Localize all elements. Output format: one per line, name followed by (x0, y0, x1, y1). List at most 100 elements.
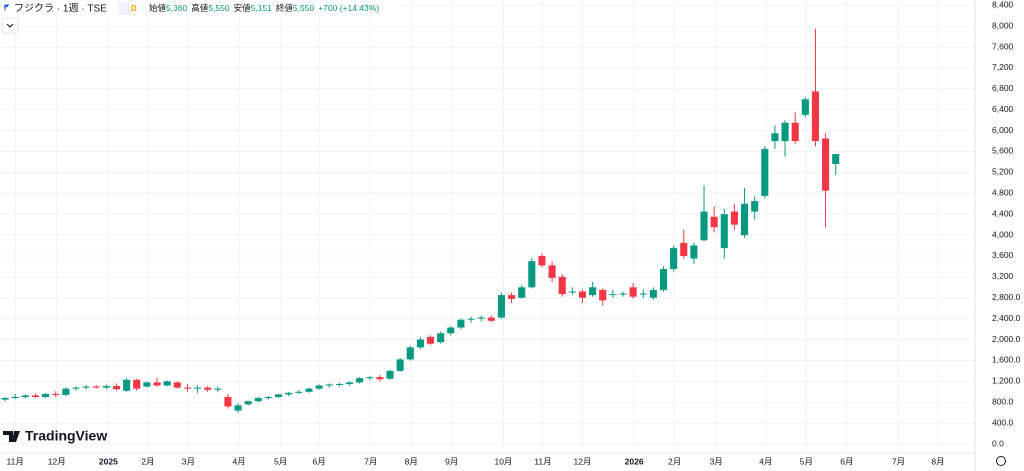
y-tick-label: 0.0 (992, 438, 1004, 448)
candle-body (62, 388, 70, 395)
candle-body (619, 293, 627, 295)
candle-body (558, 276, 566, 295)
symbol-title: フジクラ · 1週 · TSE (14, 3, 107, 15)
candle-body (204, 387, 212, 390)
symbol-icon (4, 4, 9, 12)
candle-body (467, 318, 475, 320)
candle-body (325, 384, 333, 386)
y-tick-label: 8,400 (992, 0, 1014, 9)
candle-body (123, 379, 131, 391)
candle-body (538, 255, 546, 266)
candle-body (295, 391, 303, 393)
candle-body (102, 386, 110, 388)
candle-body (275, 394, 283, 398)
candle-body (741, 203, 749, 236)
x-tick-label: 3月 (182, 456, 195, 466)
badge: D (131, 4, 137, 13)
chevron (6, 23, 14, 28)
x-tick-label: 2026 (625, 456, 644, 466)
candle-body (315, 385, 323, 389)
candle-body (518, 287, 526, 298)
settings-button[interactable] (996, 456, 1006, 466)
candle-body (426, 336, 435, 344)
collapse-button[interactable] (1, 17, 19, 34)
candle-body (52, 393, 60, 395)
candle-body (264, 397, 272, 399)
y-tick-label: 400.0 (992, 417, 1014, 427)
candle-body (335, 383, 343, 385)
ohlc-label: 高値 (191, 3, 209, 13)
candle-body (629, 287, 637, 297)
x-tick-label: 12月 (48, 456, 66, 466)
candle-body (356, 378, 364, 383)
candle-body (801, 99, 809, 115)
candle-body (366, 377, 374, 379)
candle-body (528, 261, 536, 288)
y-tick-label: 3,200 (992, 271, 1014, 281)
candle-body (609, 294, 617, 296)
candle-body (771, 133, 779, 142)
candle-body (690, 245, 698, 259)
candle-body (589, 287, 597, 296)
candle-body (700, 211, 708, 241)
candle-body (457, 319, 465, 328)
y-tick-label: 7,200 (992, 62, 1014, 72)
candles (1, 28, 840, 413)
candle-body (224, 397, 232, 407)
x-tick-label: 2月 (141, 456, 154, 466)
candle-body (11, 397, 19, 399)
ohlc-legend: 始値5,360 高値5,550 安値5,151 終値5,550 +700 (+14.43… (149, 3, 379, 13)
candle-body (497, 295, 505, 318)
candle-body (822, 138, 830, 191)
candle-body (761, 148, 769, 196)
x-tick-label: 4月 (232, 456, 245, 466)
ohlc-value: 5,550 (208, 3, 230, 13)
candle-body (751, 201, 759, 212)
y-tick-label: 8,000 (992, 20, 1014, 30)
candle-body (548, 265, 556, 278)
y-tick-label: 6,800 (992, 83, 1014, 93)
x-tick-label: 5月 (274, 456, 287, 466)
candle-body (386, 370, 394, 379)
ohlc-label: 安値 (234, 3, 252, 13)
x-tick-label: 4月 (759, 456, 772, 466)
y-tick-label: 800.0 (992, 396, 1014, 406)
brand-name: TradingView (25, 428, 107, 444)
candle-body (416, 339, 424, 348)
y-tick-label: 4,400 (992, 208, 1014, 218)
candle-body (670, 248, 678, 270)
candle-body (153, 382, 161, 386)
candle-body (92, 386, 100, 388)
y-tick-label: 2,000.0 (992, 334, 1021, 344)
x-tick-label: 3月 (710, 456, 723, 466)
candle-body (193, 387, 202, 389)
x-tick-label: 5月 (800, 456, 813, 466)
candle-body (82, 386, 90, 388)
candle-body (244, 401, 252, 405)
y-tick-label: 7,600 (992, 41, 1014, 51)
candle-body (254, 398, 262, 402)
x-tick-label: 7月 (892, 456, 905, 466)
candle-body (163, 381, 171, 386)
y-tick-label: 3,600 (992, 250, 1014, 260)
y-tick-label: 4,800 (992, 188, 1014, 198)
candle-body (487, 317, 495, 321)
candle-body (720, 214, 728, 249)
candle-body (305, 388, 313, 392)
y-tick-label: 6,000 (992, 125, 1014, 135)
candle-body (1, 398, 9, 400)
candle-body (781, 122, 789, 142)
brand-logo (3, 431, 20, 442)
grid (0, 0, 975, 453)
candle-body (508, 295, 516, 299)
menu-button[interactable] (118, 2, 130, 15)
candle-body (345, 382, 354, 384)
y-axis: 0.0 400.0 800.0 1,200.0 1,600.0 2,000.0 2,400.… (992, 0, 1021, 448)
candle-body (42, 393, 50, 398)
header-bg (0, 0, 400, 17)
candle-body (811, 91, 819, 142)
x-tick-label: 11月 (7, 456, 24, 466)
candle-body (285, 392, 293, 395)
candle-body (72, 387, 80, 389)
